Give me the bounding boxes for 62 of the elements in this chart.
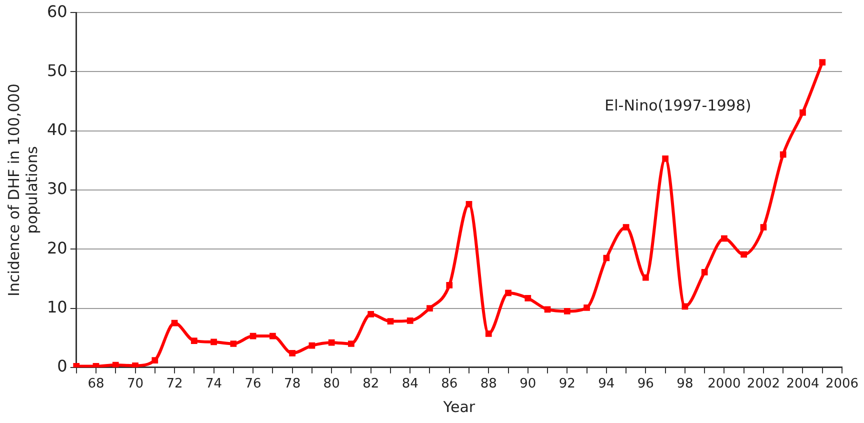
point	[622, 224, 630, 230]
y-tick-label: 60	[47, 2, 68, 21]
x-tick-label: 78	[284, 376, 301, 392]
point	[701, 269, 708, 276]
x-tick-label: 92	[558, 376, 576, 392]
point	[466, 201, 472, 208]
x-tick-label: 2000	[708, 376, 741, 392]
x-tick-label: 72	[166, 376, 183, 392]
annotation: El-Nino(1997-1998)	[604, 96, 752, 115]
point	[603, 254, 610, 262]
x-tick-label: 68	[88, 376, 104, 392]
point	[740, 251, 748, 258]
point	[524, 295, 532, 302]
point	[780, 151, 786, 158]
point	[210, 338, 217, 346]
point	[269, 332, 276, 340]
point	[368, 311, 374, 318]
x-tick-label: 88	[480, 376, 497, 392]
point	[642, 274, 649, 281]
y-tick-label: 30	[47, 179, 68, 198]
point	[662, 155, 668, 162]
y-tick-label: 0	[57, 356, 68, 376]
x-tick-label: 2002	[746, 376, 780, 392]
point	[564, 308, 570, 314]
x-tick-label: 96	[637, 376, 654, 392]
y-tick-label: 20	[47, 238, 68, 258]
point	[426, 305, 433, 312]
point	[800, 109, 806, 116]
point	[721, 235, 728, 242]
x-tick-label: 94	[598, 376, 615, 392]
y-axis-title: Incidence of DHF in 100,000 populations	[4, 84, 41, 296]
point	[446, 282, 453, 288]
point	[485, 330, 492, 337]
point	[190, 338, 198, 344]
y-tick-label: 40	[47, 120, 68, 140]
x-tick-label: 86	[441, 376, 458, 392]
x-tick-label: 2004	[786, 376, 820, 392]
y-tick-label: 10	[47, 297, 68, 316]
point	[387, 318, 394, 324]
x-tick-label: 98	[676, 376, 694, 392]
x-tick-label: 80	[323, 376, 340, 392]
point	[760, 224, 767, 230]
point	[289, 350, 296, 356]
point	[152, 357, 158, 364]
point	[819, 59, 826, 66]
point	[505, 290, 512, 296]
point	[230, 340, 237, 347]
point	[584, 304, 590, 311]
x-axis-title: Year	[442, 398, 476, 416]
x-tick-label: 84	[402, 376, 418, 392]
point	[112, 362, 119, 368]
point	[348, 340, 354, 347]
x-tick-label: 82	[362, 376, 380, 392]
y-tick-label: 50	[47, 60, 68, 80]
x-tick-label: 74	[206, 376, 222, 392]
x-tick-label: 90	[520, 376, 536, 392]
x-tick-label: 76	[244, 376, 262, 392]
x-tick-label: 70	[126, 376, 144, 392]
point	[328, 339, 335, 346]
point	[132, 362, 138, 368]
point	[406, 318, 414, 324]
x-tick-label: 2006	[825, 376, 859, 392]
